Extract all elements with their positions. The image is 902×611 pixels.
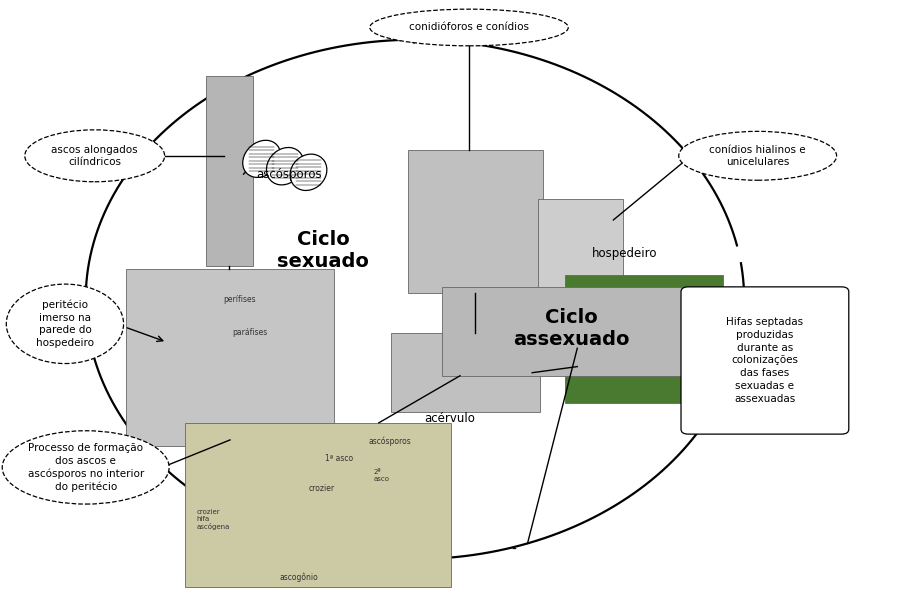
Text: crozier
hifa
ascógena: crozier hifa ascógena [197, 509, 230, 530]
Ellipse shape [243, 141, 281, 177]
Text: peritécio
imerso na
parede do
hospedeiro: peritécio imerso na parede do hospedeiro [36, 300, 94, 348]
Ellipse shape [290, 154, 327, 191]
Text: -: - [511, 543, 517, 557]
Ellipse shape [370, 9, 568, 46]
Text: conidióforos e conídios: conidióforos e conídios [409, 23, 529, 32]
Bar [565, 275, 723, 403]
Text: Ciclo
sexuado: Ciclo sexuado [277, 230, 369, 271]
Bar [185, 423, 451, 587]
Ellipse shape [678, 131, 836, 180]
Bar [126, 269, 334, 446]
Ellipse shape [24, 130, 165, 182]
Bar [391, 333, 540, 412]
Bar [206, 76, 253, 266]
Text: ascósporos: ascósporos [256, 167, 321, 181]
Text: hospedeiro: hospedeiro [592, 247, 658, 260]
Bar [408, 150, 543, 293]
Ellipse shape [266, 147, 304, 185]
FancyBboxPatch shape [681, 287, 849, 434]
Text: Ciclo
assexuado: Ciclo assexuado [513, 308, 630, 349]
Text: acérvulo: acérvulo [424, 412, 474, 425]
Text: Hifas septadas
produzidas
durante as
colonizações
das fases
sexuadas e
assexuada: Hifas septadas produzidas durante as col… [726, 317, 804, 404]
Text: perífises: perífises [224, 295, 256, 304]
Text: 2ª
asco: 2ª asco [373, 469, 390, 482]
Text: ascos alongados
cilíndricos: ascos alongados cilíndricos [51, 145, 138, 167]
Text: crozier: crozier [308, 485, 335, 493]
Ellipse shape [2, 431, 170, 504]
Bar [538, 199, 623, 293]
Ellipse shape [6, 284, 124, 364]
Text: ascósporos: ascósporos [368, 436, 410, 446]
Text: ascogônio: ascogônio [280, 572, 318, 582]
Text: paráfises: paráfises [233, 328, 268, 337]
Bar [442, 287, 699, 376]
Text: 1ª asco: 1ª asco [325, 454, 353, 463]
Text: Processo de formação
dos ascos e
ascósporos no interior
do peritécio: Processo de formação dos ascos e ascóspo… [28, 443, 143, 492]
Text: conídios hialinos e
unicelulares: conídios hialinos e unicelulares [709, 145, 806, 167]
